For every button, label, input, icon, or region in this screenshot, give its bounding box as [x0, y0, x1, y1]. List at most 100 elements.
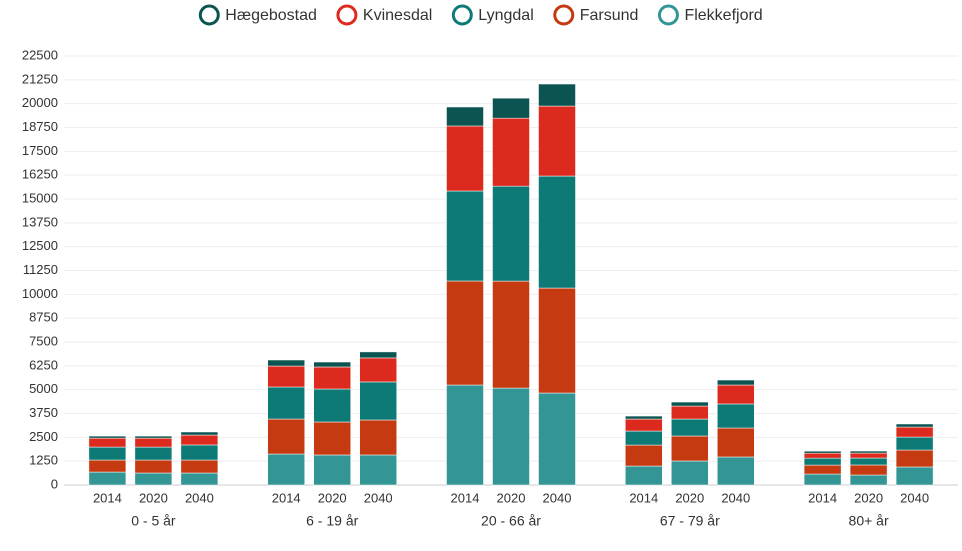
bar-segment[interactable] [895, 466, 934, 486]
bar-segment[interactable] [446, 190, 484, 282]
bar-segment[interactable] [671, 460, 709, 486]
bar-segment[interactable] [134, 446, 173, 461]
bar-segment[interactable] [717, 403, 755, 429]
bar-segment[interactable] [717, 427, 755, 458]
bar-segment[interactable] [88, 437, 127, 448]
bar-segment[interactable] [359, 357, 397, 383]
bar-segment[interactable] [671, 418, 709, 437]
bar-segment[interactable] [849, 474, 888, 486]
y-tick-label: 2500 [29, 429, 58, 444]
bar-segment[interactable] [134, 459, 173, 474]
bar-segment[interactable] [895, 423, 934, 428]
y-tick-label: 3750 [29, 405, 58, 420]
bar-segment[interactable] [803, 450, 842, 454]
bar-segment[interactable] [625, 415, 663, 420]
bar-segment[interactable] [717, 456, 755, 486]
bar-segment[interactable] [492, 185, 530, 282]
bar-segment[interactable] [359, 351, 397, 359]
bar-segment[interactable] [180, 431, 219, 436]
bar-segment[interactable] [267, 453, 305, 486]
x-tick-label: 2040 [543, 490, 572, 505]
bar-segment[interactable] [538, 83, 576, 107]
bar-segment[interactable] [134, 437, 173, 448]
y-tick-label: 18750 [22, 119, 58, 134]
bar-segment[interactable] [849, 450, 888, 454]
legend-label[interactable]: Farsund [580, 7, 639, 24]
bar-segment[interactable] [803, 457, 842, 466]
bar-segment[interactable] [538, 175, 576, 289]
bar-segment[interactable] [313, 454, 351, 486]
bar-segment[interactable] [538, 287, 576, 394]
bar-segment[interactable] [538, 392, 576, 486]
x-tick-label: 2040 [185, 490, 214, 505]
bar-segment[interactable] [671, 435, 709, 462]
group-label: 67 - 79 år [660, 513, 720, 529]
bar-segment[interactable] [625, 444, 663, 467]
bar-segment[interactable] [134, 435, 173, 439]
bar-segment[interactable] [492, 280, 530, 389]
x-tick-label: 2040 [900, 490, 929, 505]
bar-segment[interactable] [267, 386, 305, 420]
bar-segment[interactable] [180, 472, 219, 486]
bar-segment[interactable] [492, 97, 530, 119]
legend-label[interactable]: Lyngdal [478, 7, 533, 24]
bar-segment[interactable] [803, 464, 842, 475]
bar-segment[interactable] [180, 444, 219, 461]
y-tick-label: 7500 [29, 333, 58, 348]
bar-segment[interactable] [671, 401, 709, 407]
bar-segment[interactable] [849, 457, 888, 466]
bar-segment[interactable] [359, 419, 397, 456]
bar-segment[interactable] [446, 106, 484, 127]
bar-segment[interactable] [359, 454, 397, 486]
bar-segment[interactable] [267, 365, 305, 388]
bar-segment[interactable] [849, 464, 888, 476]
bar-segment[interactable] [88, 471, 127, 486]
y-tick-label: 16250 [22, 167, 58, 182]
bar-segment[interactable] [267, 418, 305, 455]
bar-segment[interactable] [180, 434, 219, 446]
bar-segment[interactable] [625, 430, 663, 446]
legend-label[interactable]: Kvinesdal [363, 7, 432, 24]
bar-segment[interactable] [895, 449, 934, 468]
x-tick-label: 2020 [318, 490, 347, 505]
legend-marker [336, 4, 358, 26]
legend-marker [198, 4, 220, 26]
bar-segment[interactable] [313, 421, 351, 456]
bar-segment[interactable] [88, 435, 127, 439]
y-tick-label: 12500 [22, 238, 58, 253]
bar-segment[interactable] [313, 388, 351, 423]
bar-segment[interactable] [88, 459, 127, 473]
x-tick-label: 2014 [451, 490, 480, 505]
bar-segment[interactable] [492, 387, 530, 486]
legend-label[interactable]: Hægebostad [225, 7, 317, 24]
bar-segment[interactable] [88, 446, 127, 461]
legend-marker [451, 4, 473, 26]
bar-segment[interactable] [717, 379, 755, 386]
bar-segment[interactable] [803, 452, 842, 459]
bar-segment[interactable] [538, 105, 576, 177]
bar-segment[interactable] [446, 280, 484, 386]
bar-segment[interactable] [446, 125, 484, 192]
bar-segment[interactable] [803, 473, 842, 486]
legend-marker [553, 4, 575, 26]
bar-segment[interactable] [671, 405, 709, 420]
bar-segment[interactable] [625, 465, 663, 486]
bar-segment[interactable] [180, 459, 219, 474]
bar-segment[interactable] [895, 426, 934, 438]
bar-segment[interactable] [625, 418, 663, 432]
legend-label[interactable]: Flekkefjord [684, 7, 762, 24]
bar-segment[interactable] [313, 361, 351, 368]
bar-segment[interactable] [359, 381, 397, 421]
bar-segment[interactable] [267, 359, 305, 367]
x-tick-label: 2014 [629, 490, 658, 505]
bar-segment[interactable] [895, 436, 934, 451]
x-tick-label: 2020 [497, 490, 526, 505]
bar-segment[interactable] [849, 452, 888, 459]
bar-segment[interactable] [313, 366, 351, 390]
x-tick-label: 2014 [808, 490, 837, 505]
bar-segment[interactable] [717, 384, 755, 405]
bar-segment[interactable] [492, 117, 530, 187]
bar-segment[interactable] [446, 384, 484, 486]
bar-segment[interactable] [134, 472, 173, 486]
